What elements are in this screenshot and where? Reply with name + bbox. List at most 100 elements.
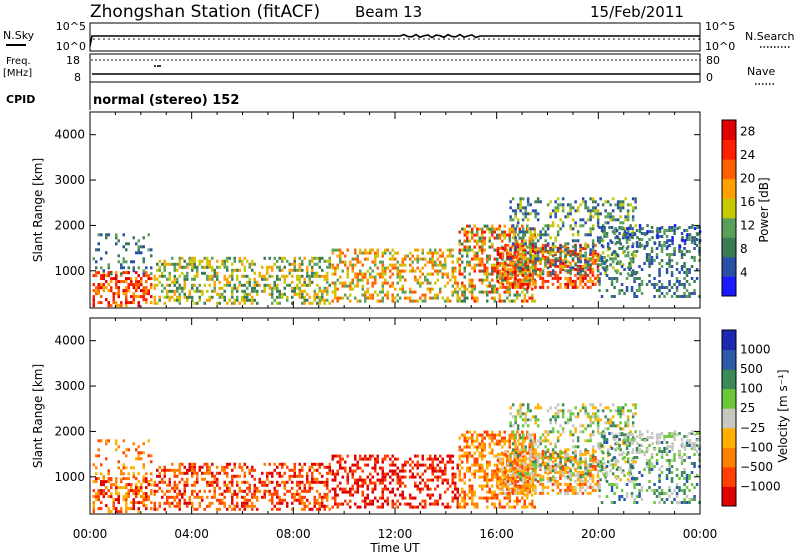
power-cell [298,262,301,266]
power-cell [261,289,264,293]
power-cell [665,247,669,250]
power-cell [596,252,600,256]
velocity-cell [125,507,128,511]
power-cell [356,254,359,258]
velocity-cell [481,463,484,467]
power-cell [211,277,214,281]
power-cell [676,227,679,231]
power-cell [92,283,95,287]
velocity-cell [591,445,595,449]
velocity-cell [476,502,479,506]
power-cell [256,292,259,296]
velocity-cell [554,463,557,467]
power-cell [693,242,697,246]
velocity-cell [112,504,115,508]
velocity-cell [579,430,582,434]
velocity-cell [516,454,520,458]
velocity-cell [436,502,439,506]
velocity-cell [571,439,575,443]
velocity-cell [511,436,514,440]
velocity-cell [493,463,496,467]
power-cell [374,257,377,261]
velocity-cell [571,472,575,476]
velocity-cell [514,491,517,495]
power-cell [366,257,369,261]
velocity-cell [349,490,352,494]
power-cell [168,295,171,299]
velocity-cell [308,468,311,472]
velocity-cell [589,457,592,461]
velocity-cell [461,496,464,500]
power-cell [196,289,199,293]
power-cell [621,200,625,204]
power-cell [526,203,530,207]
power-cell [631,215,635,219]
velocity-cell [596,463,600,467]
power-cell [615,253,619,256]
velocity-cell [206,471,209,475]
power-cell [208,262,211,266]
power-cell [549,251,552,255]
power-cell [508,287,511,291]
velocity-cell [601,472,605,476]
velocity-cell [276,471,279,475]
velocity-cell [536,439,540,443]
velocity-cell [163,465,166,469]
velocity-cell [198,495,201,499]
power-cell [349,284,352,288]
velocity-cell [554,458,557,462]
velocity-cell [516,439,520,443]
velocity-cell [288,489,291,493]
power-cell [339,248,342,252]
velocity-cell [526,473,530,477]
velocity-cell [196,480,199,484]
velocity-cell [584,469,587,473]
power-cell [356,272,359,276]
velocity-cell [586,491,590,495]
velocity-cell [328,468,331,472]
power-cell [549,261,552,265]
power-cell [628,235,631,238]
power-cell [519,243,522,247]
power-cell [683,242,687,246]
power-cell [102,283,105,287]
velocity-cell [276,507,279,511]
power-cell [596,273,600,277]
power-cell [115,236,118,240]
power-cell [496,270,500,274]
power-cell [518,236,521,240]
velocity-cell [166,495,169,499]
velocity-cell [313,468,316,472]
velocity-cell [401,466,404,470]
velocity-cell [334,496,337,500]
power-cell [238,283,241,287]
velocity-cell [564,448,567,452]
power-cell [516,254,519,258]
power-cell [171,280,174,284]
power-cell [531,233,535,237]
velocity-cell [283,492,286,496]
velocity-cell [589,491,592,495]
power-cell [523,293,526,297]
power-cell [168,262,171,266]
power-cell [499,261,502,265]
power-cell [303,283,306,287]
power-cell [668,280,671,283]
power-cell [463,266,466,270]
velocity-cell [100,439,103,443]
power-cell [127,289,130,293]
velocity-cell [528,481,531,485]
velocity-cell [178,498,181,502]
power-cell [313,292,316,296]
power-cell [468,248,471,252]
power-cell [683,253,686,256]
velocity-cell [556,491,560,495]
power-cell [354,272,357,276]
power-cell [127,283,130,287]
velocity-cell [534,470,537,474]
power-cell [690,256,694,259]
velocity-cell [142,475,145,479]
power-cell [178,259,181,263]
power-cell [534,269,537,273]
velocity-cell [208,465,211,469]
